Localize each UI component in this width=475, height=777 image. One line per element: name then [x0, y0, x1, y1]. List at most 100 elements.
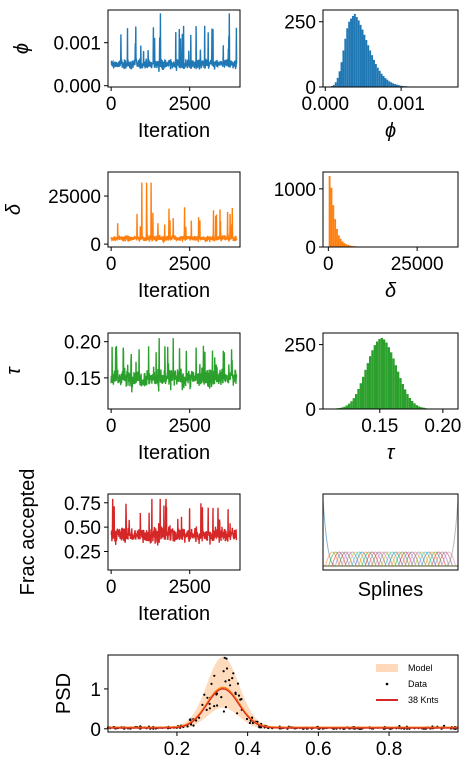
x-tick-label: 25000: [391, 254, 444, 275]
x-axis-label: Iteration: [138, 442, 210, 464]
data-point: [232, 672, 234, 674]
histogram-bar: [383, 339, 385, 409]
y-tick-label: 0.000: [53, 77, 101, 98]
data-point: [213, 705, 215, 707]
data-point: [203, 694, 205, 696]
histogram-bar: [344, 39, 346, 87]
histogram-bar: [353, 398, 355, 409]
knots-line: [108, 689, 458, 728]
histogram-bar: [357, 389, 359, 409]
data-point: [225, 658, 227, 660]
x-tick-label: 0.15: [361, 416, 398, 437]
histogram-bar: [374, 345, 376, 409]
y-tick-label: 0: [90, 720, 101, 741]
histogram-bar: [350, 19, 352, 87]
data-point: [229, 684, 231, 686]
data-point: [210, 683, 212, 685]
x-tick-label: 0: [106, 416, 117, 437]
histogram-bar: [377, 68, 379, 87]
histogram-bar: [392, 359, 394, 409]
data-point: [238, 695, 240, 697]
histogram-bar: [341, 62, 343, 87]
y-tick-label: 0: [305, 78, 316, 99]
histogram-bar: [338, 235, 340, 247]
data-point: [249, 722, 251, 724]
histogram-bar: [337, 78, 339, 87]
y-axis-label: δ: [3, 203, 25, 215]
legend-label: 38 Knts: [408, 695, 439, 705]
x-tick-label: 0: [106, 94, 117, 115]
y-tick-label: 0.75: [64, 494, 101, 515]
x-axis-label: δ: [385, 280, 397, 302]
data-point: [201, 704, 203, 706]
histogram-bar: [385, 343, 387, 409]
data-point: [231, 677, 233, 679]
y-tick-label: 0: [305, 400, 316, 421]
x-axis-label: τ: [387, 442, 396, 464]
histogram-bar: [352, 16, 354, 87]
data-point: [206, 697, 208, 699]
histogram-bar: [334, 219, 336, 247]
x-axis-label: Splines: [358, 579, 424, 601]
y-tick-label: 0.001: [53, 34, 101, 55]
data-point: [225, 706, 227, 708]
histogram-bar: [350, 401, 352, 409]
data-point: [223, 670, 225, 672]
histogram-bar: [340, 239, 342, 247]
histogram-bar: [399, 378, 401, 409]
histogram-bar: [346, 405, 348, 409]
data-point: [246, 718, 248, 720]
trace-line-delta_trace: [111, 183, 237, 243]
x-tick-label: 2500: [169, 254, 211, 275]
y-tick-label: 0: [305, 238, 316, 259]
x-tick-label: 2500: [169, 416, 211, 437]
x-tick-label: 0: [323, 254, 334, 275]
spline-basis-curve: [444, 500, 458, 566]
histogram-bar: [369, 356, 371, 409]
data-point: [224, 680, 226, 682]
histogram-bar: [348, 404, 350, 409]
histogram-bar: [390, 82, 392, 87]
histogram-bar: [342, 241, 344, 247]
histogram-bar: [331, 188, 333, 247]
histogram-bar: [342, 50, 344, 87]
histogram-bar: [364, 370, 366, 409]
histogram-bar: [381, 338, 383, 409]
data-point: [189, 719, 191, 721]
y-axis-label: ϕ: [11, 43, 33, 54]
histogram-bar: [409, 398, 411, 409]
y-tick-label: 250: [284, 336, 316, 357]
data-point: [192, 725, 194, 727]
histogram-bar: [336, 229, 338, 247]
histogram-bar: [367, 45, 369, 87]
histogram-bar: [362, 30, 364, 87]
y-axis-label: Frac accepted: [17, 469, 39, 596]
data-point: [209, 703, 211, 705]
data-point: [239, 699, 241, 701]
histogram-bar: [388, 347, 390, 409]
data-point: [209, 707, 211, 709]
trace-line-acc_trace: [111, 499, 237, 546]
histogram-bar: [411, 401, 413, 409]
y-tick-label: 25000: [48, 187, 101, 208]
histogram-bar: [371, 55, 373, 87]
histogram-bar: [343, 243, 345, 247]
histogram-bar: [381, 74, 383, 87]
data-point: [213, 675, 215, 677]
x-axis-label: Iteration: [138, 280, 210, 302]
y-tick-label: 1000: [274, 180, 316, 201]
y-tick-label: 250: [284, 13, 316, 34]
histogram-bar: [395, 365, 397, 409]
data-point: [226, 667, 228, 669]
histogram-bar: [335, 82, 337, 87]
histogram-bar: [402, 384, 404, 409]
histogram-bar: [390, 352, 392, 409]
model-median-line: [108, 688, 458, 728]
legend-label: Model: [408, 663, 433, 673]
